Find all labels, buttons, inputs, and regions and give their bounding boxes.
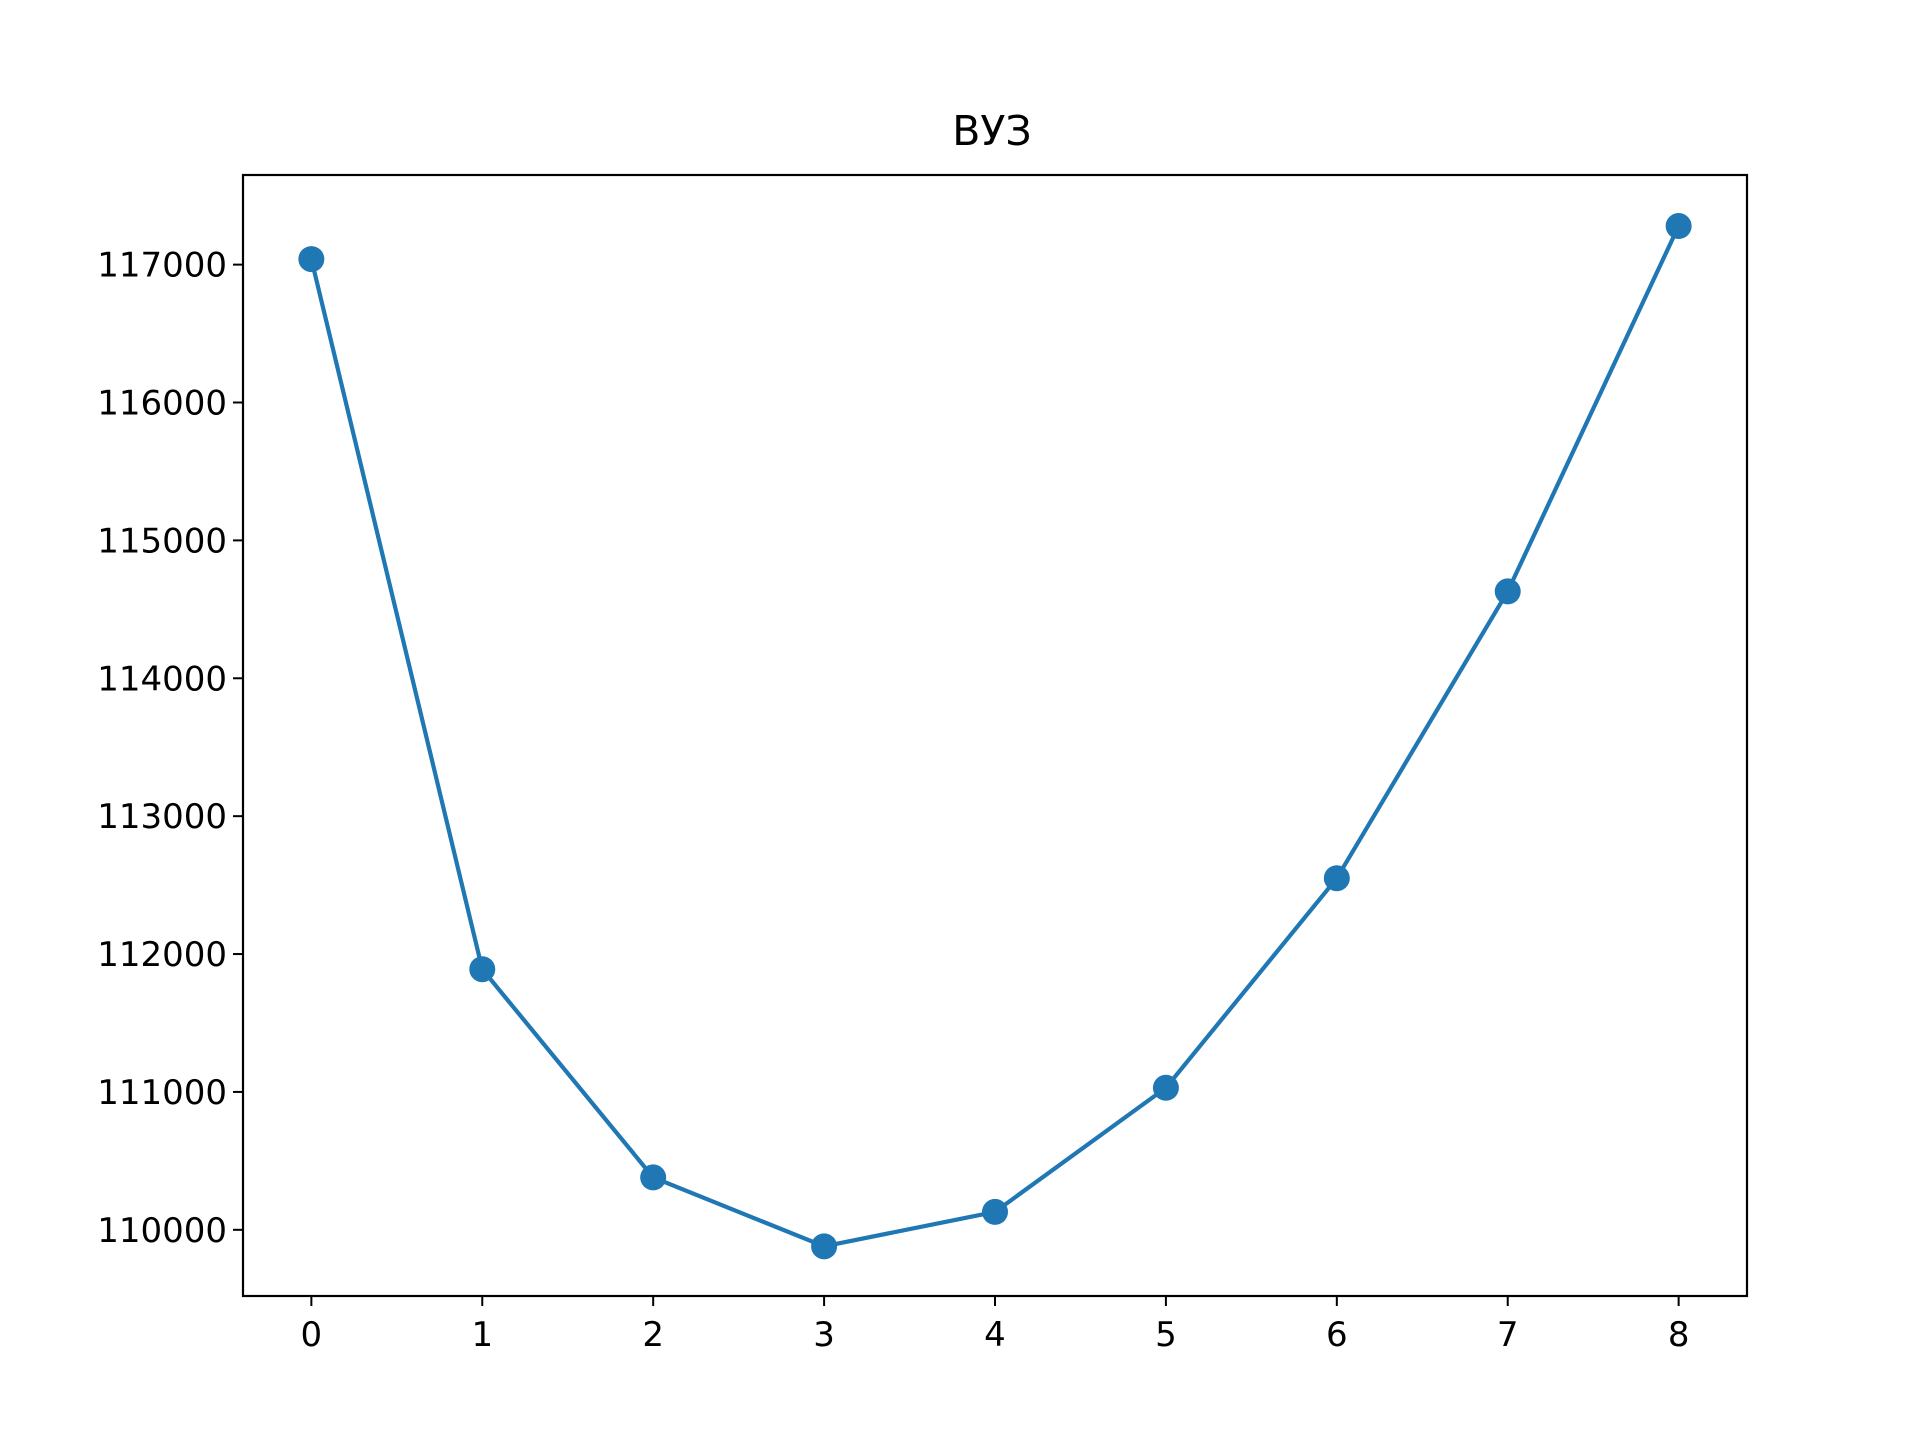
series-line [309,225,1681,1249]
data-point [982,1198,1008,1225]
y-tick-label: 113000 [97,797,227,837]
x-tick-label: 1 [471,1315,493,1355]
y-tick-label: 117000 [97,246,227,286]
y-tick-label: 114000 [97,659,227,699]
y-tick-label: 110000 [97,1211,227,1251]
y-tick-label: 115000 [97,521,227,561]
data-point [640,1164,667,1191]
x-tick-label: 6 [1326,1315,1348,1355]
data-point [811,1233,838,1260]
data-point [1665,213,1692,240]
x-tick-label: 8 [1668,1315,1690,1355]
data-point [298,246,325,273]
plot-frame [241,173,1749,1298]
data-point [469,956,496,983]
x-tick-label: 5 [1155,1315,1177,1355]
x-tick-label: 7 [1497,1315,1519,1355]
x-tick-label: 3 [813,1315,835,1355]
y-tick-label: 111000 [97,1073,227,1113]
x-tick-label: 4 [984,1315,1006,1355]
y-tick-label: 116000 [97,384,227,424]
x-tick-label: 0 [301,1315,323,1355]
x-axis: 0 1 2 3 4 5 6 7 8 [301,1296,1690,1355]
x-tick-label: 2 [642,1315,664,1355]
data-point [1152,1074,1179,1101]
y-axis: 110000 111000 112000 113000 114000 115000 1160… [97,246,243,1251]
series-layer [298,213,1692,1260]
data-point [1494,578,1521,605]
data-point [1323,865,1350,892]
chart-title: ВУЗ [952,107,1031,155]
y-tick-label: 112000 [97,935,227,975]
